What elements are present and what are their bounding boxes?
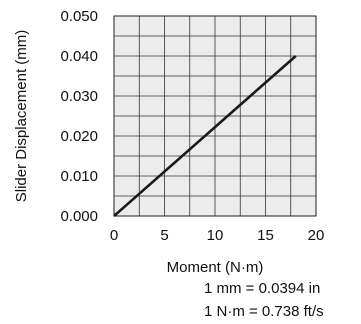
y-tick-label: 0.010 xyxy=(60,168,98,185)
y-axis-ticks: 0.000 0.010 0.020 0.030 0.040 0.050 xyxy=(60,8,98,225)
y-axis-label: Slider Displacement (mm) xyxy=(13,30,30,203)
x-axis-ticks: 0 5 10 15 20 xyxy=(110,227,325,244)
x-tick-label: 20 xyxy=(308,227,325,244)
y-tick-label: 0.020 xyxy=(60,128,98,145)
series-layer xyxy=(113,55,297,217)
unit-note-length: 1 mm = 0.0394 in xyxy=(204,280,320,297)
y-tick-label: 0.050 xyxy=(60,8,98,25)
x-tick-label: 5 xyxy=(160,227,168,244)
grid xyxy=(114,16,316,216)
y-tick-label: 0.030 xyxy=(60,88,98,105)
x-axis-label: Moment (N·m) xyxy=(167,259,264,276)
x-tick-label: 15 xyxy=(257,227,274,244)
unit-note-moment: 1 N·m = 0.738 ft/s xyxy=(204,303,324,320)
x-tick-label: 10 xyxy=(207,227,224,244)
y-tick-label: 0.000 xyxy=(60,208,98,225)
series-line xyxy=(113,55,297,217)
y-tick-label: 0.040 xyxy=(60,48,98,65)
x-tick-label: 0 xyxy=(110,227,118,244)
